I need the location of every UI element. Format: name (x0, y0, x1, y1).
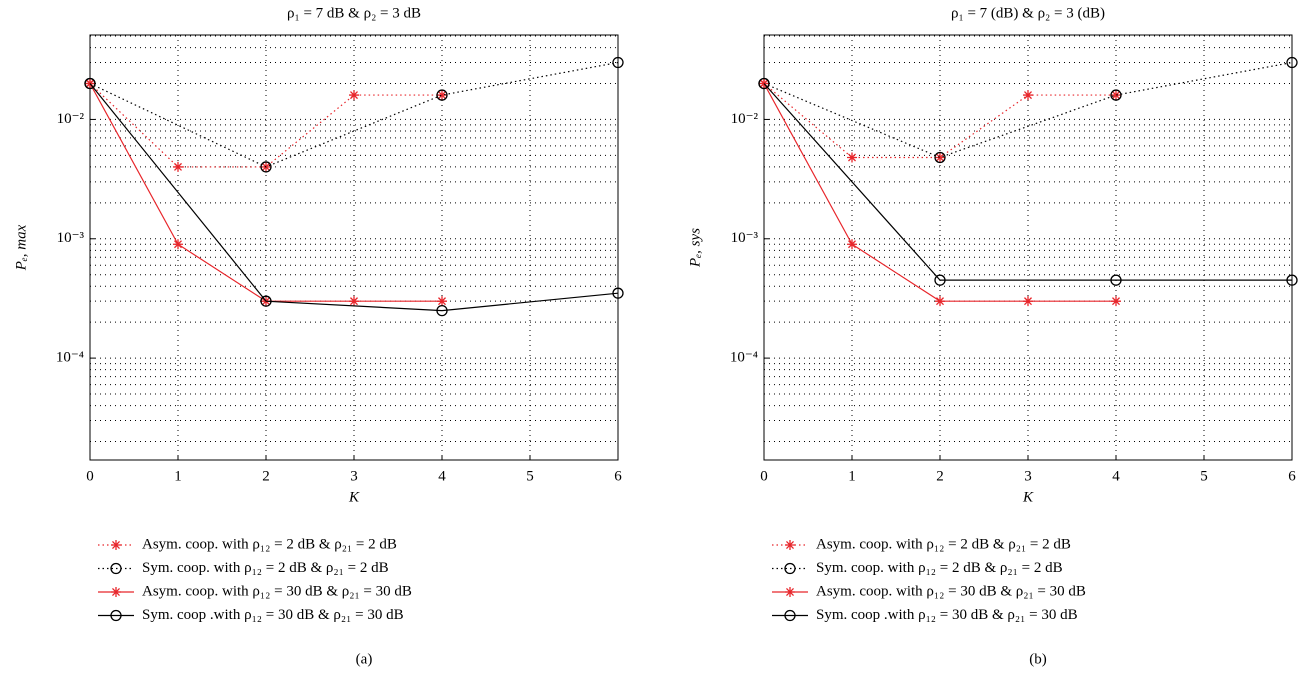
marker (785, 587, 795, 597)
x-tick-label: 3 (1024, 468, 1032, 484)
marker (84, 77, 96, 90)
x-tick-label: 6 (1288, 468, 1296, 484)
series-line (89, 83, 442, 302)
marker (934, 274, 946, 286)
x-tick-label: 4 (1112, 468, 1120, 484)
y-tick-label: 10⁻³ (731, 230, 759, 246)
x-axis-label: K (1022, 489, 1034, 505)
marker (437, 296, 447, 307)
x-tick-label: 5 (1200, 468, 1208, 484)
marker (1110, 274, 1122, 286)
marker (436, 304, 448, 317)
marker (934, 151, 946, 164)
marker (1023, 90, 1033, 101)
legend-label: Sym. coop. with ρ₁₂ = 2 dB & ρ₂₁ = 2 dB (142, 560, 389, 576)
legend-label: Sym. coop. with ρ₁₂ = 2 dB & ρ₂₁ = 2 dB (816, 560, 1063, 576)
series-line (763, 61, 1293, 159)
marker (437, 90, 447, 101)
marker (785, 540, 795, 550)
marker (110, 609, 122, 622)
y-tick-label: 10⁻² (731, 111, 759, 127)
marker (759, 78, 769, 89)
chart-title: ρ₁ = 7 (dB) & ρ₂ = 3 (dB) (951, 5, 1105, 21)
x-axis-label: K (348, 489, 360, 505)
x-tick-label: 0 (760, 468, 768, 484)
marker (612, 287, 624, 299)
x-tick-label: 2 (936, 468, 944, 484)
x-tick-label: 4 (438, 468, 446, 484)
y-axis-label: Pₑ, sys (687, 228, 703, 268)
series-line (763, 83, 1292, 281)
marker (1110, 89, 1122, 101)
x-tick-label: 3 (350, 468, 358, 484)
marker (260, 295, 272, 307)
marker (758, 77, 770, 90)
legend-label: Asym. coop. with ρ₁₂ = 2 dB & ρ₂₁ = 2 dB (816, 536, 1071, 552)
marker (612, 56, 624, 69)
marker (1286, 56, 1298, 69)
marker (436, 89, 448, 101)
y-tick-label: 10⁻² (57, 111, 85, 127)
marker (110, 562, 122, 575)
marker (260, 161, 272, 173)
marker (173, 161, 183, 172)
x-tick-label: 2 (262, 468, 270, 484)
x-tick-label: 0 (86, 468, 94, 484)
x-tick-label: 1 (848, 468, 856, 484)
marker (1286, 274, 1298, 286)
marker (349, 296, 359, 307)
chart-title: ρ₁ = 7 dB & ρ₂ = 3 dB (287, 5, 421, 21)
series-line (89, 61, 619, 168)
marker (173, 239, 183, 250)
legend-label: Asym. coop. with ρ₁₂ = 2 dB & ρ₂₁ = 2 dB (142, 536, 397, 552)
x-tick-label: 1 (174, 468, 182, 484)
caption: (b) (1029, 651, 1047, 667)
marker (85, 78, 95, 89)
legend-label: Sym. coop .with ρ₁₂ = 30 dB & ρ₂₁ = 30 d… (816, 607, 1078, 623)
y-tick-label: 10⁻³ (57, 230, 85, 246)
marker (935, 296, 945, 307)
marker (784, 562, 796, 575)
legend-label: Sym. coop .with ρ₁₂ = 30 dB & ρ₂₁ = 30 d… (142, 607, 404, 623)
marker (349, 90, 359, 101)
x-tick-label: 5 (526, 468, 534, 484)
y-tick-label: 10⁻⁴ (730, 350, 758, 366)
plot-frame (89, 34, 619, 461)
marker (847, 152, 857, 163)
plot-frame (763, 34, 1293, 461)
marker (847, 239, 857, 250)
marker (935, 152, 945, 163)
series-line (89, 83, 619, 312)
marker (1023, 296, 1033, 307)
legend-label: Asym. coop. with ρ₁₂ = 30 dB & ρ₂₁ = 30 … (142, 583, 412, 599)
caption: (a) (356, 651, 373, 667)
marker (1111, 90, 1121, 101)
marker (784, 609, 796, 622)
x-tick-label: 6 (614, 468, 622, 484)
marker (1111, 296, 1121, 307)
y-axis-label: Pₑ, max (13, 224, 29, 271)
marker (111, 540, 121, 550)
marker (111, 587, 121, 597)
y-tick-label: 10⁻⁴ (56, 350, 84, 366)
series-line (763, 83, 1116, 302)
legend-label: Asym. coop. with ρ₁₂ = 30 dB & ρ₂₁ = 30 … (816, 583, 1086, 599)
series-line (89, 83, 442, 168)
